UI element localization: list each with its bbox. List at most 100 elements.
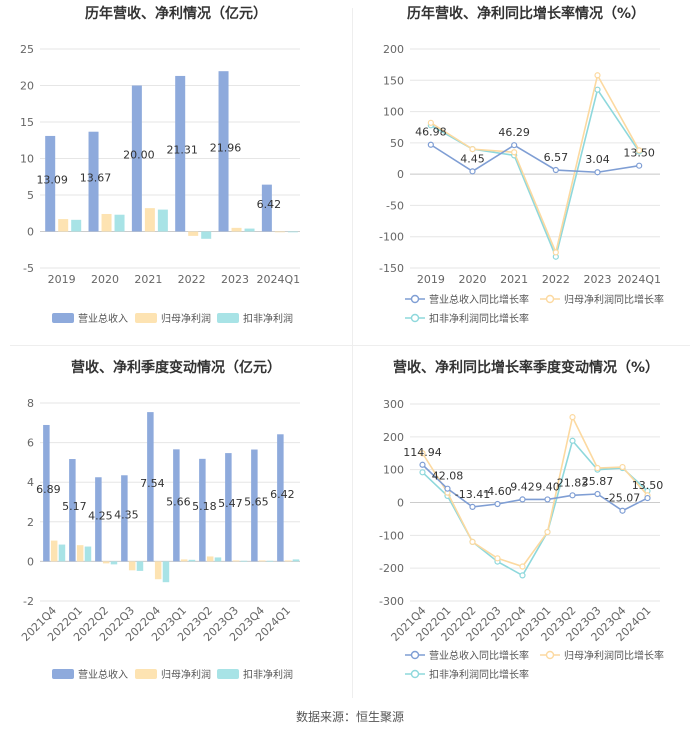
series-point-0 [644, 494, 651, 502]
data-label: 21.31 [166, 144, 198, 157]
legend-swatch [52, 313, 74, 323]
data-label: 20.00 [123, 149, 155, 162]
series-point-1 [569, 414, 576, 421]
legend-marker [410, 313, 420, 323]
y-tick-label: -200 [379, 562, 404, 575]
bar-revenue [175, 75, 186, 232]
data-label: 6.42 [257, 198, 282, 211]
bar-parent-net [231, 227, 242, 232]
series-point-2 [569, 437, 576, 444]
data-label: 5.65 [244, 495, 269, 508]
y-tick-label: 100 [383, 464, 404, 477]
x-tick-label: 2024Q1 [257, 273, 301, 286]
y-tick-label: 6 [27, 437, 34, 450]
bar-parent-net [128, 561, 136, 571]
bar-parent-net [180, 559, 188, 562]
y-tick-label: 10 [20, 153, 34, 166]
bar-revenue [121, 475, 128, 562]
series-point-0 [427, 141, 434, 148]
vertical-divider [352, 8, 353, 698]
chart-title: 历年营收、净利情况（亿元） [85, 5, 267, 22]
data-label: 21.96 [210, 141, 242, 154]
x-tick-label: 2023 [584, 273, 612, 286]
series-point-0 [594, 169, 601, 176]
bar-deducted-net [84, 546, 92, 562]
data-label: 7.54 [140, 477, 165, 490]
series-point-0 [419, 461, 426, 468]
data-label: 6.57 [544, 151, 569, 164]
series-line-1 [421, 414, 649, 568]
bar-deducted-net [110, 561, 118, 565]
series-point-2 [419, 469, 426, 476]
chart-title: 历年营收、净利同比增长率情况（%） [407, 5, 645, 22]
data-label: 5.17 [62, 500, 87, 513]
bar-revenue [225, 453, 232, 562]
x-tick-label: 2019 [417, 273, 445, 286]
bar-deducted-net [201, 231, 212, 239]
x-tick-label: 2019 [48, 273, 76, 286]
data-label: 42.08 [432, 470, 464, 483]
bar-parent-net [50, 540, 58, 562]
y-tick-label: 200 [383, 431, 404, 444]
legend-marker [410, 669, 420, 679]
bar-deducted-net [287, 231, 298, 233]
y-tick-label: 50 [390, 137, 404, 150]
legend-label: 归母净利润 [161, 312, 211, 325]
y-tick-label: 25 [20, 43, 34, 56]
series-point-1 [544, 528, 551, 536]
legend-label: 扣非净利润 [243, 312, 293, 325]
series-point-0 [544, 496, 551, 503]
data-label: 25.87 [582, 475, 614, 488]
bar-revenue [95, 477, 102, 562]
bar-deducted-net [162, 561, 170, 583]
series-point-0 [519, 496, 526, 503]
series-point-1 [619, 463, 626, 471]
y-tick-label: -100 [379, 529, 404, 542]
x-tick-label: 2021 [134, 273, 162, 286]
data-label: 6.42 [270, 488, 295, 501]
bar-revenue [277, 434, 284, 562]
series-point-0 [619, 507, 626, 514]
series-point-0 [469, 168, 476, 175]
legend-label: 营业总收入 [78, 312, 128, 325]
chart-title: 营收、净利季度变动情况（亿元） [71, 359, 281, 376]
bar-parent-net [76, 545, 84, 562]
bar-deducted-net [114, 214, 125, 232]
legend-label: 扣非净利润 [243, 668, 293, 681]
data-label: -25.07 [605, 492, 640, 505]
bar-deducted-net [240, 560, 248, 562]
y-tick-label: 100 [383, 106, 404, 119]
legend-label: 归母净利润 [161, 668, 211, 681]
legend-swatch [135, 313, 157, 323]
series-line-1 [430, 73, 640, 255]
y-tick-label: 0 [397, 497, 404, 510]
series-line-0 [421, 464, 648, 512]
data-label: 4.45 [460, 152, 485, 165]
data-label: 13.67 [80, 172, 112, 185]
data-label: 9.42 [510, 480, 535, 493]
y-tick-label: 5 [27, 189, 34, 202]
data-label: 4.25 [88, 509, 113, 522]
y-tick-label: -2 [23, 595, 34, 608]
bar-parent-net [284, 560, 292, 562]
bar-deducted-net [244, 228, 255, 232]
x-tick-label: 2022 [542, 273, 570, 286]
y-tick-label: 0 [397, 168, 404, 181]
legend-swatch [135, 669, 157, 679]
y-tick-label: -150 [379, 262, 404, 275]
series-point-1 [469, 538, 476, 546]
source-note: 数据来源：恒生聚源 [295, 710, 404, 724]
data-label: 21.83 [557, 476, 589, 489]
y-tick-label: 2 [27, 516, 34, 529]
series-point-1 [636, 147, 643, 154]
legend-swatch [217, 313, 239, 323]
data-label: 5.47 [218, 497, 243, 510]
data-label: 3.04 [585, 153, 610, 166]
bar-parent-net [154, 561, 162, 580]
bar-parent-net [101, 213, 112, 232]
legend-marker [545, 294, 555, 304]
series-point-1 [552, 249, 559, 256]
y-tick-label: 0 [27, 555, 34, 568]
series-point-1 [494, 555, 501, 562]
y-tick-label: -5 [23, 262, 34, 275]
